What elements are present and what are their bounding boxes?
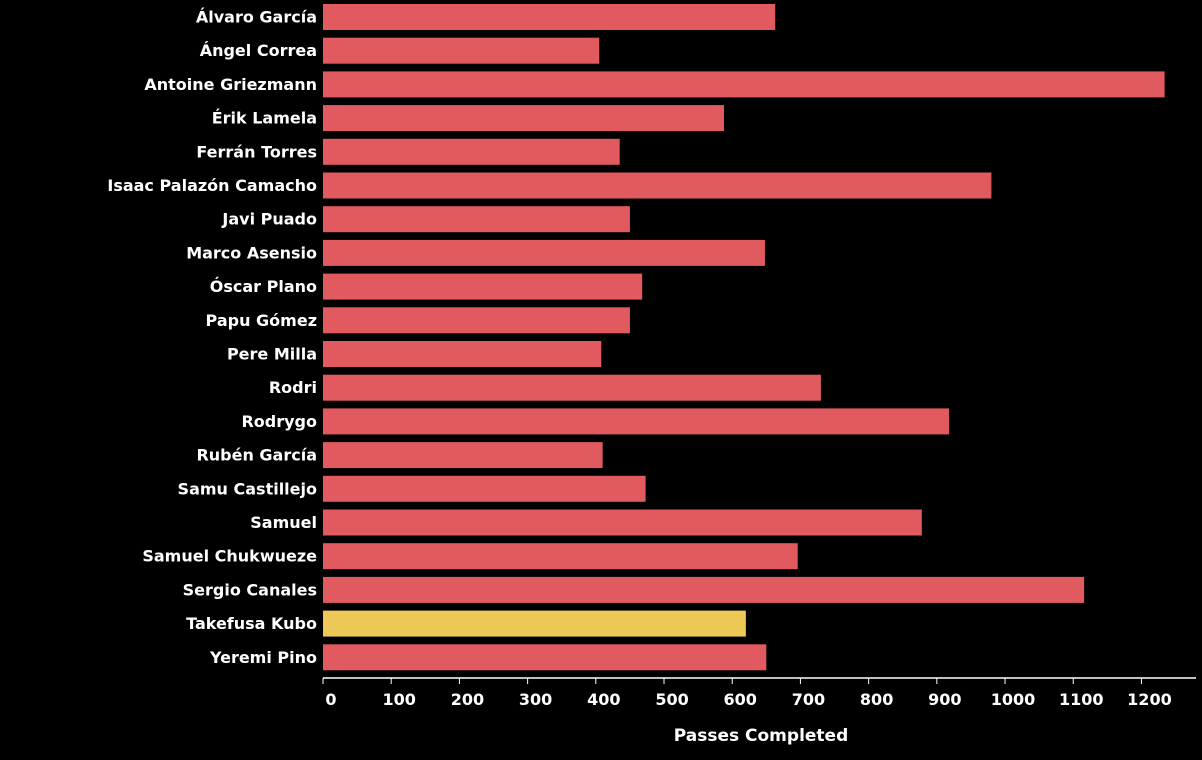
- category-label: Érik Lamela: [212, 109, 317, 128]
- bar-8: [323, 273, 643, 300]
- x-axis-title: Passes Completed: [674, 726, 849, 746]
- category-label: Rubén García: [196, 446, 317, 465]
- category-label: Isaac Palazón Camacho: [107, 176, 317, 195]
- category-label: Ferrán Torres: [196, 142, 317, 161]
- bar-18: [323, 610, 746, 637]
- category-label: Samu Castillejo: [178, 479, 317, 498]
- category-label: Marco Asensio: [186, 243, 317, 262]
- bar-3: [323, 105, 725, 132]
- x-tick-label: 300: [519, 690, 552, 709]
- bar-7: [323, 239, 765, 266]
- bar-6: [323, 206, 630, 233]
- x-tick-label: 800: [860, 690, 893, 709]
- bar-13: [323, 442, 603, 469]
- bar-14: [323, 475, 646, 502]
- bar-1: [323, 37, 600, 64]
- category-label: Samuel: [250, 513, 317, 532]
- category-label: Pere Milla: [227, 345, 317, 364]
- category-label: Javi Puado: [221, 210, 317, 229]
- x-tick-label: 600: [724, 690, 757, 709]
- category-label: Rodrygo: [241, 412, 317, 431]
- x-tick-label: 1000: [991, 690, 1036, 709]
- x-tick-label: 200: [451, 690, 484, 709]
- category-label: Samuel Chukwueze: [142, 547, 317, 566]
- x-tick-label: 500: [655, 690, 688, 709]
- category-label: Ángel Correa: [200, 41, 317, 60]
- category-label: Yeremi Pino: [209, 648, 317, 667]
- x-tick-label: 900: [928, 690, 961, 709]
- x-tick-label: 0: [325, 690, 336, 709]
- category-labels: Álvaro García Ángel Correa Antoine Griezma…: [107, 8, 317, 667]
- bar-11: [323, 374, 821, 401]
- category-label: Antoine Griezmann: [144, 75, 317, 94]
- bar-19: [323, 644, 767, 671]
- bar-0: [323, 4, 776, 30]
- bar-12: [323, 408, 950, 435]
- x-tick-label: 100: [383, 690, 416, 709]
- bar-10: [323, 341, 602, 367]
- bars-layer: [323, 4, 1165, 671]
- bar-5: [323, 172, 992, 199]
- category-label: Papu Gómez: [206, 311, 317, 330]
- category-label: Rodri: [269, 378, 317, 397]
- bar-16: [323, 543, 798, 570]
- x-axis-ticks: 0 100 200 300 400 500 600 700 800 900 1000 1100 1200: [322, 678, 1172, 709]
- bar-9: [323, 307, 630, 334]
- category-label: Óscar Plano: [210, 277, 317, 296]
- x-tick-label: 1100: [1059, 690, 1104, 709]
- bar-2: [323, 71, 1165, 98]
- bar-4: [323, 138, 620, 165]
- bar-15: [323, 509, 922, 536]
- bar-17: [323, 576, 1085, 603]
- category-label: Sergio Canales: [183, 580, 317, 599]
- category-label: Takefusa Kubo: [186, 614, 317, 633]
- x-tick-label: 700: [792, 690, 825, 709]
- x-tick-label: 1200: [1127, 690, 1172, 709]
- x-tick-label: 400: [587, 690, 620, 709]
- category-label: Álvaro García: [196, 8, 317, 27]
